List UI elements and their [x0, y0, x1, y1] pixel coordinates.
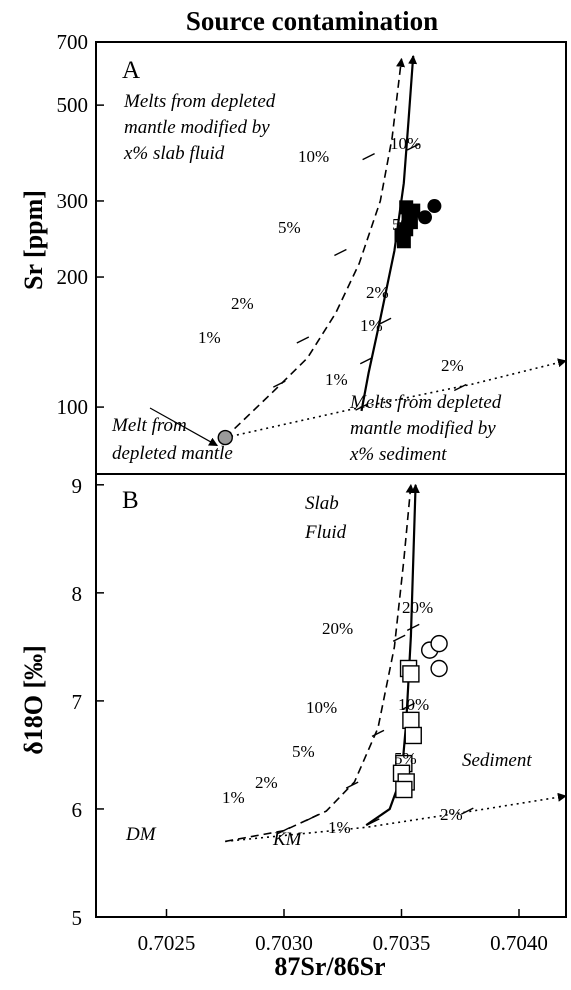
a-solid-tick-mark — [406, 143, 420, 151]
open-square-point — [402, 711, 420, 730]
b-dashed-tick-10: 10% — [306, 698, 337, 717]
depleted-mantle-point — [217, 429, 233, 446]
b-dotted-tick-mark — [460, 807, 474, 815]
b-dashed-tick-mark — [392, 634, 406, 642]
annot-slab-fluid-a-line3: x% slab fluid — [123, 143, 225, 164]
open-square-point — [404, 726, 422, 745]
a-solid-tick-10: 10% — [390, 134, 421, 153]
annot-sediment-line1: Melts from depleted — [349, 392, 502, 413]
points-layer — [149, 199, 448, 799]
a-solid-tick-1: 1% — [360, 316, 383, 335]
a-dashed-tick-5: 5% — [278, 218, 301, 237]
b-ytick-label: 7 — [72, 690, 83, 714]
b-dashed-tick-20: 20% — [322, 619, 353, 638]
a-solid-series-line — [360, 55, 418, 412]
xtick-label: 0.7025 — [138, 931, 196, 955]
annot-slab-fluid-b-line1: Slab — [305, 493, 339, 514]
a-dotted-tick-2: 2% — [441, 356, 464, 375]
annot-km: KM — [272, 829, 303, 850]
a-dashed-tick-2: 2% — [231, 294, 254, 313]
b-ytick-label: 5 — [72, 906, 83, 930]
b-solid-tick-20: 20% — [402, 598, 433, 617]
annot-sediment-line2: mantle modified by — [350, 418, 496, 439]
a-dotted-tick-mark — [355, 403, 368, 411]
a-dotted-tick-1: 1% — [325, 370, 348, 389]
b-dashed-tick-mark — [305, 813, 319, 822]
annot-dm-melt-line1: Melt from — [111, 415, 187, 436]
b-ytick-label: 8 — [72, 582, 83, 606]
b-solid-series-line — [365, 483, 420, 827]
a-dashed-tick-mark — [334, 248, 347, 257]
filled-circle-point — [427, 199, 442, 214]
b-solid-tick-mark — [366, 818, 380, 826]
panel-a-label: A — [122, 57, 140, 84]
open-circle-point — [430, 659, 448, 678]
a-solid-tick-mark — [359, 357, 373, 365]
b-solid-tick-1: 1% — [328, 818, 351, 837]
annot-sediment-line3: x% sediment — [349, 444, 447, 465]
b-dashed-tick-mark — [371, 729, 385, 737]
a-dashed-series-line — [224, 57, 406, 439]
open-square-point — [402, 665, 420, 683]
open-circle-point — [430, 634, 448, 653]
a-solid-tick-5: 5% — [392, 215, 415, 234]
b-dashed-tick-1: 1% — [222, 788, 245, 807]
xtick-label: 0.7035 — [373, 931, 431, 955]
filled-square-point — [396, 234, 411, 249]
axes-layer: 100 200 300 500 700 5 6 7 8 9 0.7025 0.7030 0.7035 0.… — [57, 30, 548, 955]
b-solid-tick-mark — [406, 623, 420, 632]
annot-sediment-b: Sediment — [462, 750, 532, 771]
b-dashed-tick-5: 5% — [292, 742, 315, 761]
annot-slab-fluid-a-line1: Melts from depleted — [123, 91, 276, 112]
filled-square-point — [401, 210, 416, 225]
b-solid-tick-mark — [402, 702, 415, 710]
a-dotted-series-line — [225, 358, 567, 439]
annot-slab-fluid-a-line2: mantle modified by — [124, 117, 270, 138]
a-dashed-tick-10: 10% — [298, 147, 329, 166]
panel-b-tick-labels: 20% 10% 5% 2% 1% 20% 10% 5% 1% 2% — [222, 598, 463, 837]
a-dashed-tick-mark — [272, 380, 286, 388]
panel-b-annotations: Slab Fluid Sediment DM KM — [125, 493, 532, 850]
annot-slab-fluid-b-line2: Fluid — [304, 522, 347, 543]
panel-a-tick-labels: 10% 5% 2% 1% 10% 5% 2% 1% 1% 2% — [198, 134, 464, 389]
open-square-point — [395, 780, 413, 799]
a-dashed-tick-1: 1% — [198, 328, 221, 347]
b-dashed-tick-mark — [277, 826, 291, 835]
a-dotted-tick-mark — [453, 383, 467, 392]
a-dashed-tick-mark — [296, 336, 310, 344]
panel-a-annotations: Melts from depleted mantle modified by x… — [111, 91, 502, 465]
panel-b-frame — [95, 473, 567, 918]
curves-layer — [224, 55, 567, 843]
b-ytick-label: 6 — [72, 798, 83, 822]
b-dashed-tick-2: 2% — [255, 773, 278, 792]
panel-b-label: B — [122, 487, 139, 514]
dm-pointer-arrow — [149, 407, 219, 447]
a-ytick-label: 700 — [57, 30, 89, 54]
panel-b-ylabel: δ18O [‰] — [19, 645, 48, 755]
annot-dm-melt-line2: depleted mantle — [112, 443, 233, 464]
a-ytick-label: 300 — [57, 189, 89, 213]
b-dashed-series-line — [225, 483, 415, 843]
panel-a-ylabel: Sr [ppm] — [19, 190, 48, 290]
b-solid-tick-5: 5% — [394, 749, 417, 768]
panel-b-ylabel-text: δ18O [‰] — [19, 645, 48, 755]
x-axis-label: 87Sr/86Sr — [274, 952, 385, 981]
b-ytick-label: 9 — [72, 474, 83, 498]
b-solid-tick-10: 10% — [398, 695, 429, 714]
xtick-label: 0.7030 — [255, 931, 313, 955]
filled-circle-point — [418, 210, 432, 225]
a-ytick-label: 200 — [57, 265, 89, 289]
chart-title: Source contamination — [186, 6, 438, 36]
a-ytick-label: 100 — [57, 395, 89, 419]
b-dashed-tick-mark — [345, 781, 359, 789]
a-solid-tick-mark — [378, 317, 392, 325]
b-dotted-tick-2: 2% — [440, 805, 463, 824]
annot-dm: DM — [125, 824, 157, 845]
a-ytick-label: 500 — [57, 93, 89, 117]
a-dashed-tick-mark — [362, 152, 375, 161]
xtick-label: 0.7040 — [490, 931, 548, 955]
a-solid-tick-2: 2% — [366, 283, 389, 302]
